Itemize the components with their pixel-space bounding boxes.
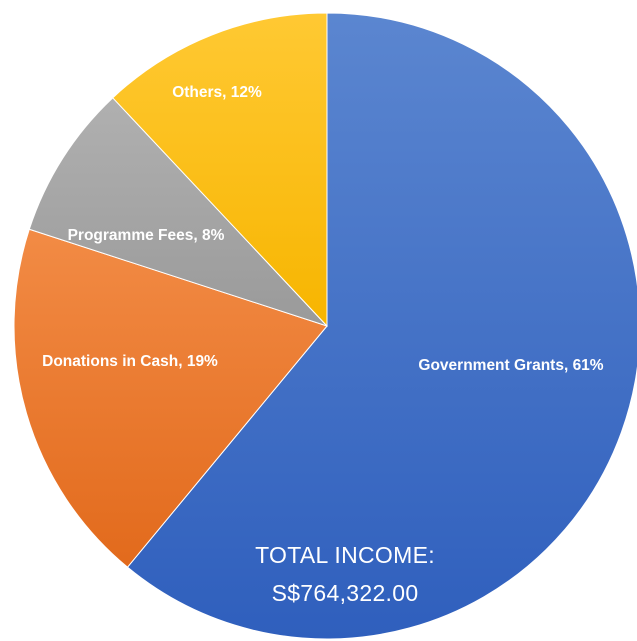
data-label-donations-in-cash: Donations in Cash, 19% — [42, 353, 218, 370]
pie-slice-government-grants — [126, 12, 637, 640]
data-label-government-grants: Government Grants, 61% — [418, 357, 603, 374]
pie-slice-others — [112, 12, 328, 328]
data-label-others: Others, 12% — [172, 84, 262, 101]
total-income-value: S$764,322.00 — [272, 580, 419, 606]
pie-slice-donations-in-cash — [13, 228, 328, 568]
pie-slice-programme-fees — [28, 97, 328, 327]
total-income-label: TOTAL INCOME: — [255, 542, 435, 568]
data-label-programme-fees: Programme Fees, 8% — [68, 227, 225, 244]
